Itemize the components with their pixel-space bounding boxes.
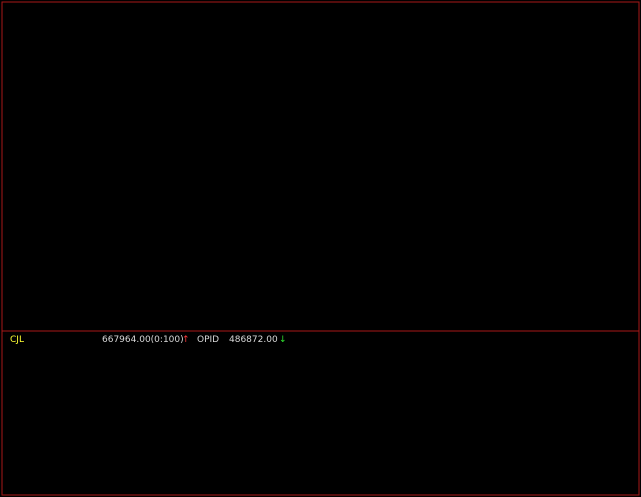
volume-panel-border [1,330,640,496]
indicator-value-2: 486872.00 [229,335,278,345]
down-arrow-icon: ↓ [279,335,287,345]
indicator-label-2: OPID [197,335,220,345]
indicator-name: CJL [10,335,24,345]
indicator-value: 667964.00(0:100) [102,335,184,345]
up-arrow-icon: ↑ [182,335,190,345]
